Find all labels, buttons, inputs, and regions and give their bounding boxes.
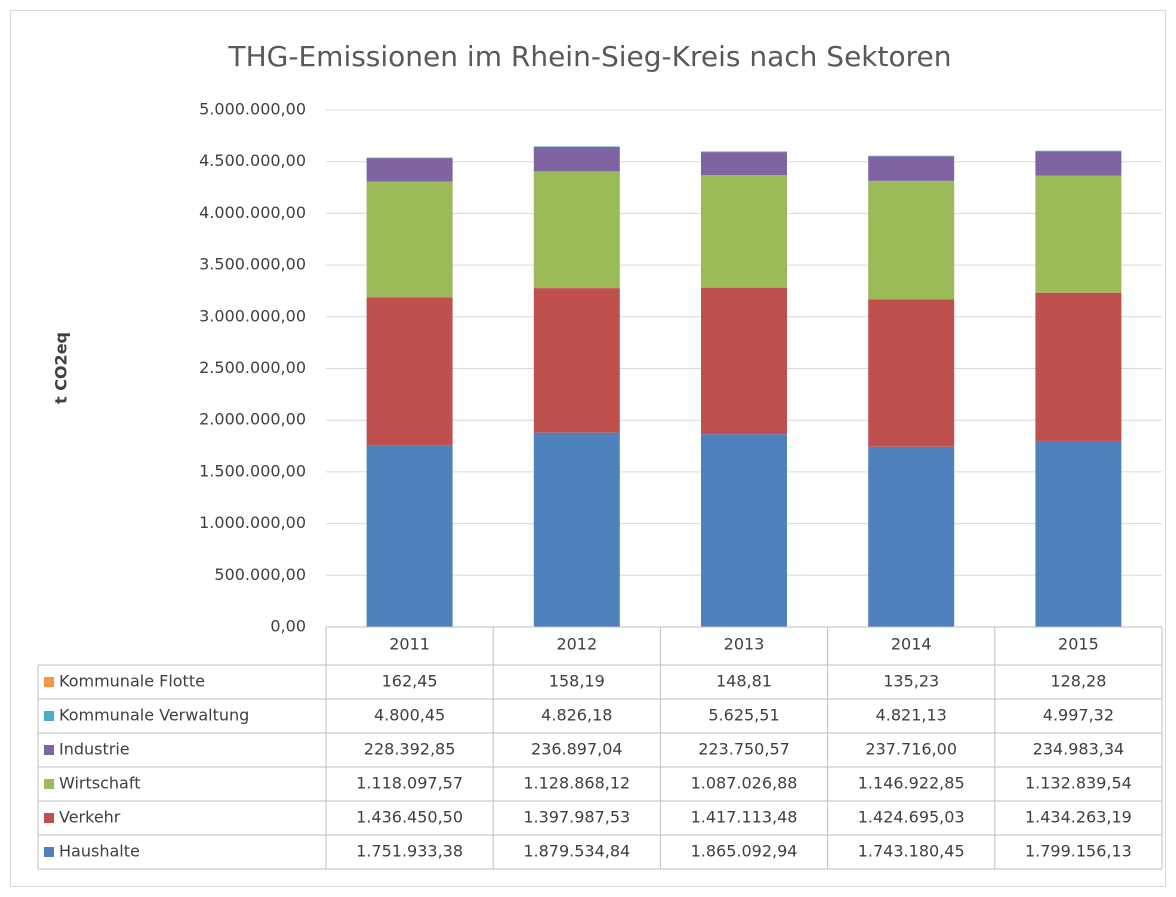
table-value: 234.983,34	[1033, 740, 1125, 759]
table-value: 162,45	[382, 672, 438, 691]
bar-segment	[366, 158, 453, 182]
x-tick-label: 2012	[556, 635, 597, 654]
bar-segment	[1035, 440, 1122, 627]
bar-segment	[701, 152, 787, 176]
legend-swatch	[44, 745, 54, 755]
bar-segment	[1035, 292, 1122, 441]
table-value: 158,19	[549, 672, 605, 691]
bar-segment	[701, 434, 787, 627]
bar-segment	[701, 287, 787, 435]
table-value: 1.118.097,57	[356, 774, 463, 793]
table-value: 1.743.180,45	[858, 842, 965, 861]
x-tick-label: 2013	[724, 635, 765, 654]
table-value: 1.879.534,84	[523, 842, 630, 861]
legend-label: Kommunale Flotte	[59, 672, 205, 691]
table-value: 135,23	[883, 672, 939, 691]
legend-label: Kommunale Verwaltung	[59, 706, 249, 725]
y-tick-label: 4.500.000,00	[199, 151, 306, 170]
y-axis-title: t CO2eq	[52, 332, 71, 404]
table-value: 148,81	[716, 672, 772, 691]
legend-swatch	[44, 677, 54, 687]
legend-label: Industrie	[59, 740, 130, 759]
bar-segment	[868, 446, 955, 627]
legend-swatch	[44, 779, 54, 789]
bar-segment	[533, 288, 620, 433]
table-value: 237.716,00	[865, 740, 957, 759]
bar-segment	[366, 445, 453, 627]
legend-swatch	[44, 711, 54, 721]
legend-swatch	[44, 813, 54, 823]
bar-segment	[868, 180, 955, 300]
bar-segment	[366, 297, 453, 446]
bar-segment	[701, 175, 787, 288]
y-tick-label: 2.000.000,00	[199, 410, 306, 429]
x-tick-label: 2011	[389, 635, 430, 654]
bar-segment	[701, 151, 787, 153]
table-value: 128,28	[1050, 672, 1106, 691]
y-tick-label: 2.500.000,00	[199, 358, 306, 377]
legend-label: Haushalte	[59, 842, 140, 861]
table-value: 236.897,04	[531, 740, 623, 759]
table-value: 1.751.933,38	[356, 842, 463, 861]
table-value: 1.397.987,53	[523, 808, 630, 827]
table-value: 4.826,18	[541, 706, 612, 725]
bar-segment	[868, 299, 955, 447]
y-tick-label: 5.000.000,00	[199, 100, 306, 119]
table-value: 1.865.092,94	[691, 842, 798, 861]
table-value: 1.417.113,48	[691, 808, 798, 827]
table-value: 1.087.026,88	[691, 774, 798, 793]
y-tick-label: 4.000.000,00	[199, 203, 306, 222]
table-value: 4.800,45	[374, 706, 445, 725]
table-value: 1.128.868,12	[523, 774, 630, 793]
legend-label: Wirtschaft	[59, 774, 140, 793]
bar-segment	[1035, 175, 1122, 293]
bar-segment	[366, 181, 453, 298]
bar-segment	[1035, 151, 1122, 176]
chart-title: THG-Emissionen im Rhein-Sieg-Kreis nach …	[228, 40, 952, 73]
legend-label: Verkehr	[59, 808, 121, 827]
bar-segment	[868, 156, 955, 181]
bar-segment	[533, 146, 620, 172]
table-value: 1.799.156,13	[1025, 842, 1132, 861]
table-value: 1.436.450,50	[356, 808, 463, 827]
y-tick-label: 0,00	[270, 617, 306, 636]
y-tick-label: 1.500.000,00	[199, 461, 306, 480]
table-value: 1.146.922,85	[858, 774, 965, 793]
bar-segment	[533, 432, 620, 627]
table-value: 223.750,57	[698, 740, 790, 759]
table-value: 4.997,32	[1043, 706, 1114, 725]
table-value: 228.392,85	[364, 740, 456, 759]
y-tick-label: 500.000,00	[214, 565, 306, 584]
bar-segment	[1035, 150, 1122, 152]
x-tick-label: 2014	[891, 635, 932, 654]
table-value: 5.625,51	[708, 706, 779, 725]
y-tick-label: 1.000.000,00	[199, 513, 306, 532]
table-value: 1.424.695,03	[858, 808, 965, 827]
table-value: 1.132.839,54	[1025, 774, 1132, 793]
legend-swatch	[44, 847, 54, 857]
y-tick-label: 3.500.000,00	[199, 255, 306, 274]
x-tick-label: 2015	[1058, 635, 1099, 654]
table-value: 1.434.263,19	[1025, 808, 1132, 827]
table-value: 4.821,13	[876, 706, 947, 725]
bar-segment	[533, 171, 620, 289]
y-tick-label: 3.000.000,00	[199, 306, 306, 325]
